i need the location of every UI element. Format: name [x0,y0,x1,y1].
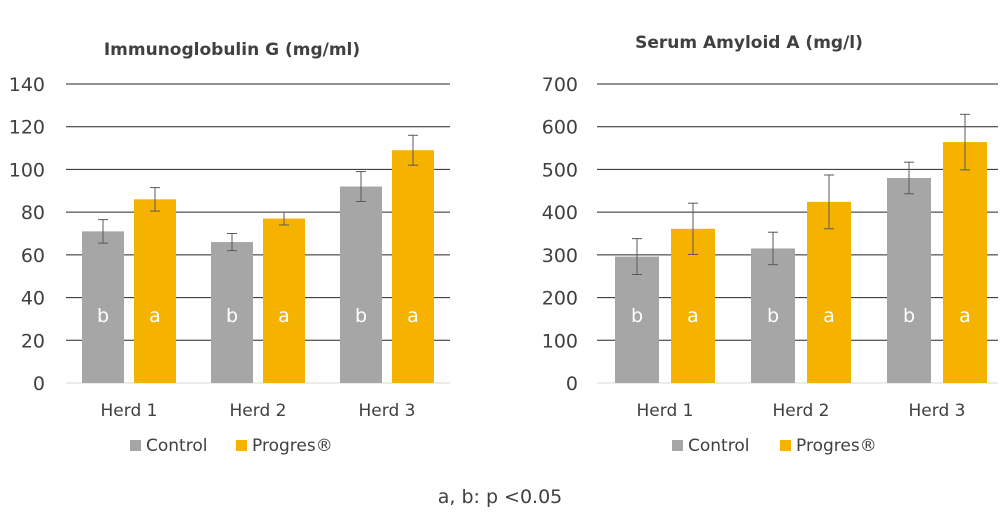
y-tick-label: 500 [542,159,578,181]
x-category-label: Herd 3 [359,401,416,421]
bar-progres [134,199,176,383]
bar-control [211,242,253,383]
x-category-label: Herd 1 [101,401,158,421]
legend-label: Progres® [796,436,877,456]
bar-progres [807,201,851,383]
legend-label: Progres® [252,436,333,456]
y-tick-label: 300 [542,245,578,267]
legend-swatch [672,440,683,451]
y-tick-label: 600 [542,117,578,139]
significance-letter: a [149,305,161,327]
y-tick-label: 20 [21,330,45,352]
chart-title: Serum Amyloid A (mg/l) [635,33,863,53]
significance-letter: a [278,305,290,327]
legend-swatch [236,440,247,451]
bar-control [82,231,124,383]
significance-letter: a [823,305,835,327]
y-tick-label: 80 [21,202,45,224]
bar-control [751,248,795,383]
significance-letter: b [767,305,779,327]
charts-figure: Immunoglobulin G (mg/ml) 0 20 40 60 80 100 120 1… [9,33,998,456]
legend-swatch [780,440,791,451]
bar-control [340,186,382,383]
y-tick-label: 400 [542,202,578,224]
chart-title: Immunoglobulin G (mg/ml) [104,40,360,60]
bar-progres [392,150,434,383]
significance-letter: a [407,305,419,327]
significance-letter: b [631,305,643,327]
x-category-label: Herd 2 [230,401,287,421]
bar-progres [943,142,987,383]
chart-1: Immunoglobulin G (mg/ml) 0 20 40 60 80 100 120 1… [9,40,450,456]
y-tick-label: 200 [542,288,578,310]
x-category-label: Herd 1 [637,401,694,421]
significance-letter: a [687,305,699,327]
significance-letter: b [903,305,915,327]
bar-control [615,256,659,383]
y-tick-label: 0 [566,373,578,395]
significance-letter: b [97,305,109,327]
y-tick-label: 0 [33,373,45,395]
y-tick-label: 40 [21,288,45,310]
x-category-label: Herd 2 [773,401,830,421]
y-tick-label: 60 [21,245,45,267]
significance-footnote: a, b: p <0.05 [437,486,563,508]
chart-2: Serum Amyloid A (mg/l) 0 100 200 300 400 500 60… [542,33,998,456]
bar-control [887,177,931,383]
y-tick-label: 120 [9,117,45,139]
significance-letter: b [355,305,367,327]
significance-letter: b [226,305,238,327]
legend-swatch [130,440,141,451]
bar-progres [263,218,305,383]
legend-label: Control [688,436,749,456]
y-tick-label: 140 [9,74,45,96]
x-category-label: Herd 3 [909,401,966,421]
y-tick-label: 700 [542,74,578,96]
significance-letter: a [959,305,971,327]
y-tick-label: 100 [542,330,578,352]
legend-label: Control [146,436,207,456]
y-tick-label: 100 [9,159,45,181]
